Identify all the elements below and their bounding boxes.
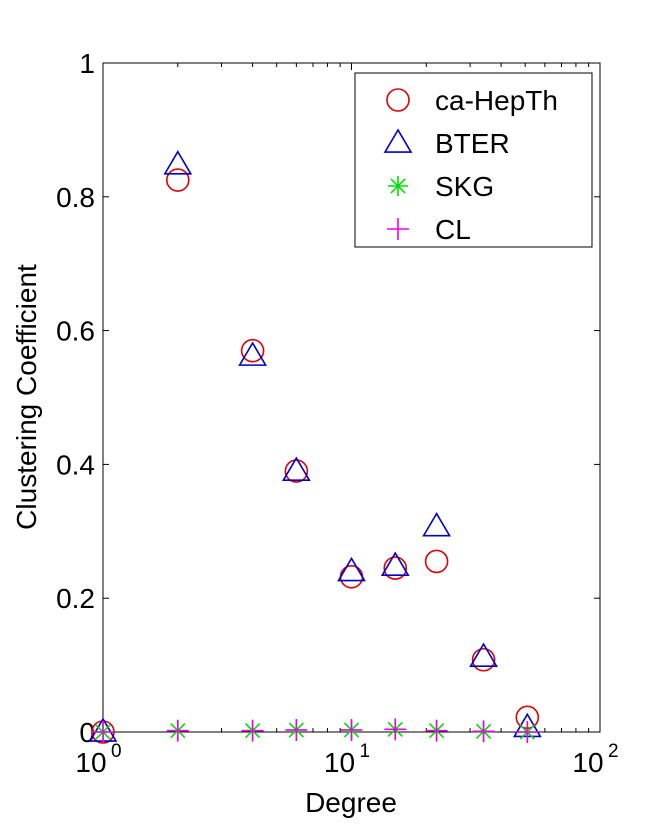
data-point-cl <box>166 719 189 742</box>
y-axis-label: Clustering Coefficient <box>11 264 42 530</box>
y-tick-label: 0.8 <box>56 182 95 213</box>
x-tick-label: 10 <box>324 747 355 778</box>
x-axis-label: Degree <box>305 787 397 818</box>
x-tick-label: 10 <box>572 747 603 778</box>
y-tick-label: 0.4 <box>56 449 95 480</box>
legend-box <box>354 72 593 248</box>
data-point-ca-hepth <box>240 338 265 363</box>
data-point-bter <box>469 642 498 667</box>
legend-marker-ca-hepth <box>386 88 410 112</box>
data-point-ca-hepth <box>284 459 309 483</box>
legend-marker-cl <box>387 218 409 240</box>
data-point-cl <box>92 721 114 743</box>
data-point-ca-hepth <box>166 168 190 192</box>
x-tick-exponent: 2 <box>608 741 619 762</box>
data-point-cl <box>241 719 264 742</box>
data-point-bter <box>422 512 451 537</box>
legend-label-cl: CL <box>435 214 471 245</box>
data-point-cl <box>425 719 448 742</box>
data-point-bter <box>380 551 410 576</box>
x-tick-exponent: 0 <box>111 741 122 762</box>
legend: ca-HepTh BTER SKG CL <box>354 72 593 248</box>
data-point-cl <box>384 718 407 741</box>
legend-marker-skg <box>388 176 408 196</box>
data-point-cl <box>285 718 308 741</box>
y-tick-label: 0.2 <box>56 583 95 614</box>
data-point-ca-hepth <box>424 549 449 574</box>
y-tick-label: 0.6 <box>56 316 95 347</box>
data-point-ca-hepth <box>471 647 496 672</box>
x-tick-label: 10 <box>75 747 106 778</box>
data-point-cl <box>516 721 539 743</box>
data-point-cl <box>340 718 363 741</box>
legend-label-skg: SKG <box>435 171 494 202</box>
data-point-bter <box>337 556 366 582</box>
legend-label-ca-hepth: ca-HepTh <box>435 85 558 116</box>
y-tick-label: 1 <box>79 48 95 79</box>
data-point-cl <box>472 720 495 743</box>
data-point-ca-hepth <box>383 556 408 580</box>
legend-marker-bter <box>383 128 413 153</box>
data-marks <box>88 150 542 744</box>
data-point-bter <box>281 456 311 481</box>
data-point-bter <box>163 150 193 175</box>
data-point-bter <box>238 341 268 366</box>
x-tick-exponent: 1 <box>360 741 371 762</box>
legend-label-bter: BTER <box>435 128 510 159</box>
